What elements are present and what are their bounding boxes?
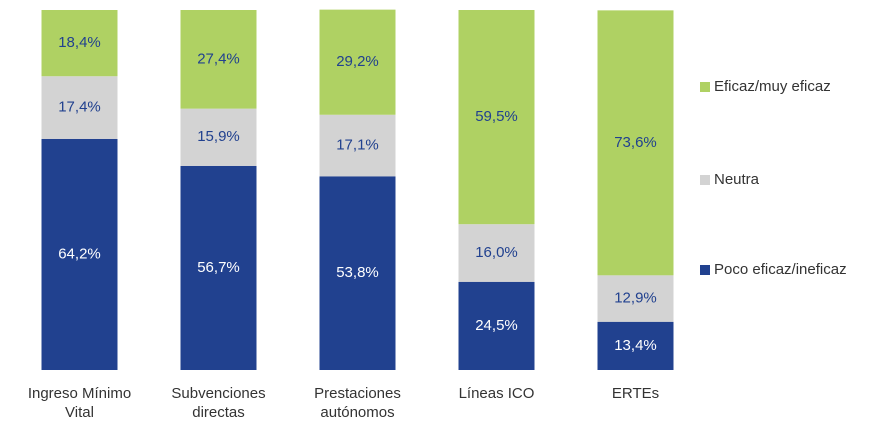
value-label: 17,1% (336, 137, 379, 154)
bar-segment (180, 108, 257, 166)
x-tick-label: Subvenciones directas (171, 385, 266, 421)
value-label: 59,5% (475, 108, 518, 125)
value-label: 27,4% (197, 50, 240, 67)
legend-swatch (700, 175, 710, 185)
legend-swatch (700, 265, 710, 275)
x-tick-label: Ingreso Mínimo Vital (27, 385, 132, 421)
value-label: 13,4% (614, 337, 657, 354)
legend-label: Eficaz/muy eficaz (714, 78, 831, 95)
value-label: 64,2% (58, 245, 101, 262)
bar-segment (458, 281, 535, 370)
value-label: 56,7% (197, 259, 240, 276)
bar-segment (597, 10, 674, 276)
value-label: 12,9% (614, 290, 657, 307)
bar-segment (180, 10, 257, 109)
value-label: 73,6% (614, 134, 657, 151)
bar-segment (319, 114, 396, 177)
bar-segment (597, 321, 674, 370)
x-tick-label: ERTEs (611, 385, 660, 402)
bar-segment (597, 275, 674, 322)
legend-label: Poco eficaz/ineficaz (714, 261, 847, 278)
bar-segment (41, 138, 118, 370)
value-label: 16,0% (475, 244, 518, 261)
x-tick-label: Prestaciones autónomos (314, 385, 401, 421)
legend-label: Neutra (714, 171, 760, 188)
value-label: 29,2% (336, 53, 379, 70)
value-label: 18,4% (58, 34, 101, 51)
bar-segment (458, 224, 535, 282)
bar-segment (41, 76, 118, 139)
bar-segment (319, 176, 396, 370)
value-label: 15,9% (197, 128, 240, 145)
bar-segment (319, 9, 396, 115)
value-label: 24,5% (475, 317, 518, 334)
legend-swatch (700, 82, 710, 92)
bar-segment (180, 165, 257, 370)
value-label: 17,4% (58, 99, 101, 116)
bar-segment (458, 10, 535, 225)
x-tick-label: Líneas ICO (458, 385, 535, 402)
bar-segment (41, 10, 118, 77)
value-label: 53,8% (336, 264, 379, 281)
